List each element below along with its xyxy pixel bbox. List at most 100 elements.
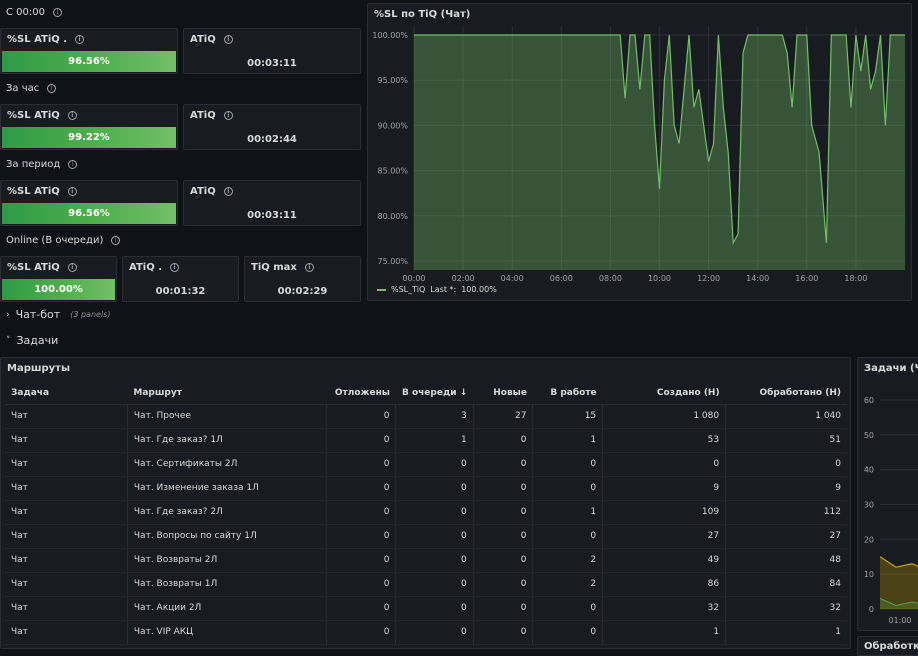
stat-panel-sl-atiq-online[interactable]: %SL ATiQ i 100.00% [0, 256, 117, 302]
stat-panel-atiq-1[interactable]: ATiQ i 00:03:11 [183, 28, 361, 74]
col-header-in-work[interactable]: В работе [532, 382, 603, 405]
cell-postponed: 0 [325, 620, 396, 645]
info-icon[interactable]: i [75, 35, 85, 44]
cell-task: Чат [5, 428, 128, 453]
chart-panel-sl-tiq[interactable]: %SL по TiQ (Чат) 75.00% 80.00% 85.00% 90.00… [367, 3, 912, 301]
table-panel-routes[interactable]: Маршруты Задача Маршрут Отложены В очере… [0, 357, 851, 649]
table-row[interactable]: Чат Чат. Акции 2Л 0 0 0 0 32 32 [5, 596, 847, 621]
cell-created: 86 [602, 572, 726, 597]
routes-table: Задача Маршрут Отложены В очереди ↓ Новы… [5, 382, 847, 645]
series-line [414, 34, 905, 246]
stat-panel-atiq-online[interactable]: ATiQ . i 00:01:32 [122, 256, 239, 302]
table-row[interactable]: Чат Чат. Прочее 0 3 27 15 1 080 1 040 [5, 404, 847, 429]
info-icon[interactable]: i [111, 236, 121, 245]
cell-created: 27 [602, 524, 726, 549]
x-tick-label: 16:00 [795, 274, 818, 283]
chart-legend[interactable]: %SL_TiQ Last *: 100.00% [377, 285, 497, 294]
info-icon[interactable]: i [223, 35, 233, 44]
table-title: Маршруты [7, 363, 70, 374]
cell-route: Чат. Возвраты 1Л [126, 572, 327, 597]
info-icon[interactable]: i [67, 187, 77, 196]
cell-new: 0 [472, 500, 533, 525]
cell-new: 0 [472, 548, 533, 573]
table-row[interactable]: Чат Чат. Сертификаты 2Л 0 0 0 0 0 0 [5, 452, 847, 477]
series-area [880, 598, 918, 609]
stat-panel-tiq-max[interactable]: TiQ max i 00:02:29 [244, 256, 361, 302]
row-tasks-expanded[interactable]: ˅ Задачи [6, 334, 58, 347]
col-header-in-queue[interactable]: В очереди ↓ [395, 382, 474, 405]
stat-panel-sl-atiq-2[interactable]: %SL ATiQ i 99.22% [0, 104, 178, 150]
cell-in-queue: 0 [395, 620, 474, 645]
panel-processing[interactable]: Обработка [857, 636, 918, 656]
info-icon[interactable]: i [223, 111, 233, 120]
col-header-processed[interactable]: Обработано (Н) [725, 382, 847, 405]
cell-new: 27 [472, 404, 533, 429]
info-icon[interactable]: i [47, 84, 57, 93]
table-row[interactable]: Чат Чат. Где заказ? 2Л 0 0 0 1 109 112 [5, 500, 847, 525]
y-tick-label: 50 [864, 431, 874, 440]
table-row[interactable]: Чат Чат. Вопросы по сайту 1Л 0 0 0 0 27 27 [5, 524, 847, 549]
panel-title: ATiQ i [190, 34, 233, 45]
chart-panel-tasks-chat[interactable]: Задачи (Чат 0 10 20 30 40 50 60 01:00 [857, 357, 918, 631]
cell-in-work: 0 [532, 620, 603, 645]
cell-in-work: 1 [532, 500, 603, 525]
cell-in-queue: 3 [395, 404, 474, 429]
cell-new: 0 [472, 524, 533, 549]
table-row[interactable]: Чат Чат. Возвраты 1Л 0 0 0 2 86 84 [5, 572, 847, 597]
col-header-route[interactable]: Маршрут [127, 382, 327, 405]
col-header-task[interactable]: Задача [5, 382, 128, 405]
col-header-new[interactable]: Новые [473, 382, 533, 405]
cell-task: Чат [5, 548, 128, 573]
stat-value: 00:03:11 [247, 58, 297, 69]
cell-task: Чат [5, 596, 128, 621]
col-header-created[interactable]: Создано (Н) [602, 382, 726, 405]
panel-title: ATiQ i [190, 186, 233, 197]
row-chatbot-collapsed[interactable]: › Чат-бот (3 panels) [6, 308, 110, 321]
table-row[interactable]: Чат Чат. Где заказ? 1Л 0 1 0 1 53 51 [5, 428, 847, 453]
series-area [414, 35, 905, 270]
stat-panel-atiq-3[interactable]: ATiQ i 00:03:11 [183, 180, 361, 226]
cell-created: 9 [602, 476, 726, 501]
group-heading-since-midnight: С 00:00 i [6, 7, 62, 18]
x-tick-label: 10:00 [648, 274, 671, 283]
cell-new: 0 [472, 572, 533, 597]
cell-postponed: 0 [325, 500, 396, 525]
cell-in-queue: 0 [395, 500, 474, 525]
info-icon[interactable]: i [67, 263, 77, 272]
info-icon[interactable]: i [304, 263, 314, 272]
cell-new: 0 [472, 620, 533, 645]
cell-processed: 112 [725, 500, 847, 525]
stat-value: 96.56% [2, 203, 176, 224]
y-tick-label: 0 [869, 605, 874, 614]
x-tick-label: 01:00 [888, 616, 911, 625]
cell-created: 109 [602, 500, 726, 525]
x-tick-label: 06:00 [550, 274, 573, 283]
table-row[interactable]: Чат Чат. Изменение заказа 1Л 0 0 0 0 9 9 [5, 476, 847, 501]
sl-tiq-chart: 75.00% 80.00% 85.00% 90.00% 95.00% 100.00% 00:… [372, 26, 905, 283]
table-body: Чат Чат. Прочее 0 3 27 15 1 080 1 040 Чат Чат. Гд… [5, 404, 847, 645]
info-icon[interactable]: i [52, 8, 62, 17]
table-row[interactable]: Чат Чат. VIP АКЦ 0 0 0 0 1 1 [5, 620, 847, 645]
cell-postponed: 0 [325, 428, 396, 453]
cell-task: Чат [5, 572, 128, 597]
cell-task: Чат [5, 524, 128, 549]
cell-processed: 1 040 [725, 404, 847, 429]
group-heading-last-hour: За час i [6, 83, 57, 94]
stat-panel-sl-atiq-3[interactable]: %SL ATiQ i 96.56% [0, 180, 178, 226]
y-tick-label: 10 [864, 570, 874, 579]
stat-panel-sl-atiq-1[interactable]: %SL ATiQ . i 96.56% [0, 28, 178, 74]
info-icon[interactable]: i [68, 160, 78, 169]
info-icon[interactable]: i [170, 263, 179, 272]
table-row[interactable]: Чат Чат. Возвраты 2Л 0 0 0 2 49 48 [5, 548, 847, 573]
info-icon[interactable]: i [67, 111, 77, 120]
info-icon[interactable]: i [223, 187, 233, 196]
y-tick-label: 30 [864, 500, 874, 509]
col-header-postponed[interactable]: Отложены [326, 382, 396, 405]
panel-title-text: TiQ max [251, 262, 297, 273]
cell-in-queue: 0 [395, 596, 474, 621]
cell-route: Чат. Акции 2Л [126, 596, 327, 621]
stat-panel-atiq-2[interactable]: ATiQ i 00:02:44 [183, 104, 361, 150]
cell-processed: 1 [725, 620, 847, 645]
panel-title: ATiQ . i [129, 262, 179, 273]
panel-title-text: ATiQ [190, 110, 216, 121]
